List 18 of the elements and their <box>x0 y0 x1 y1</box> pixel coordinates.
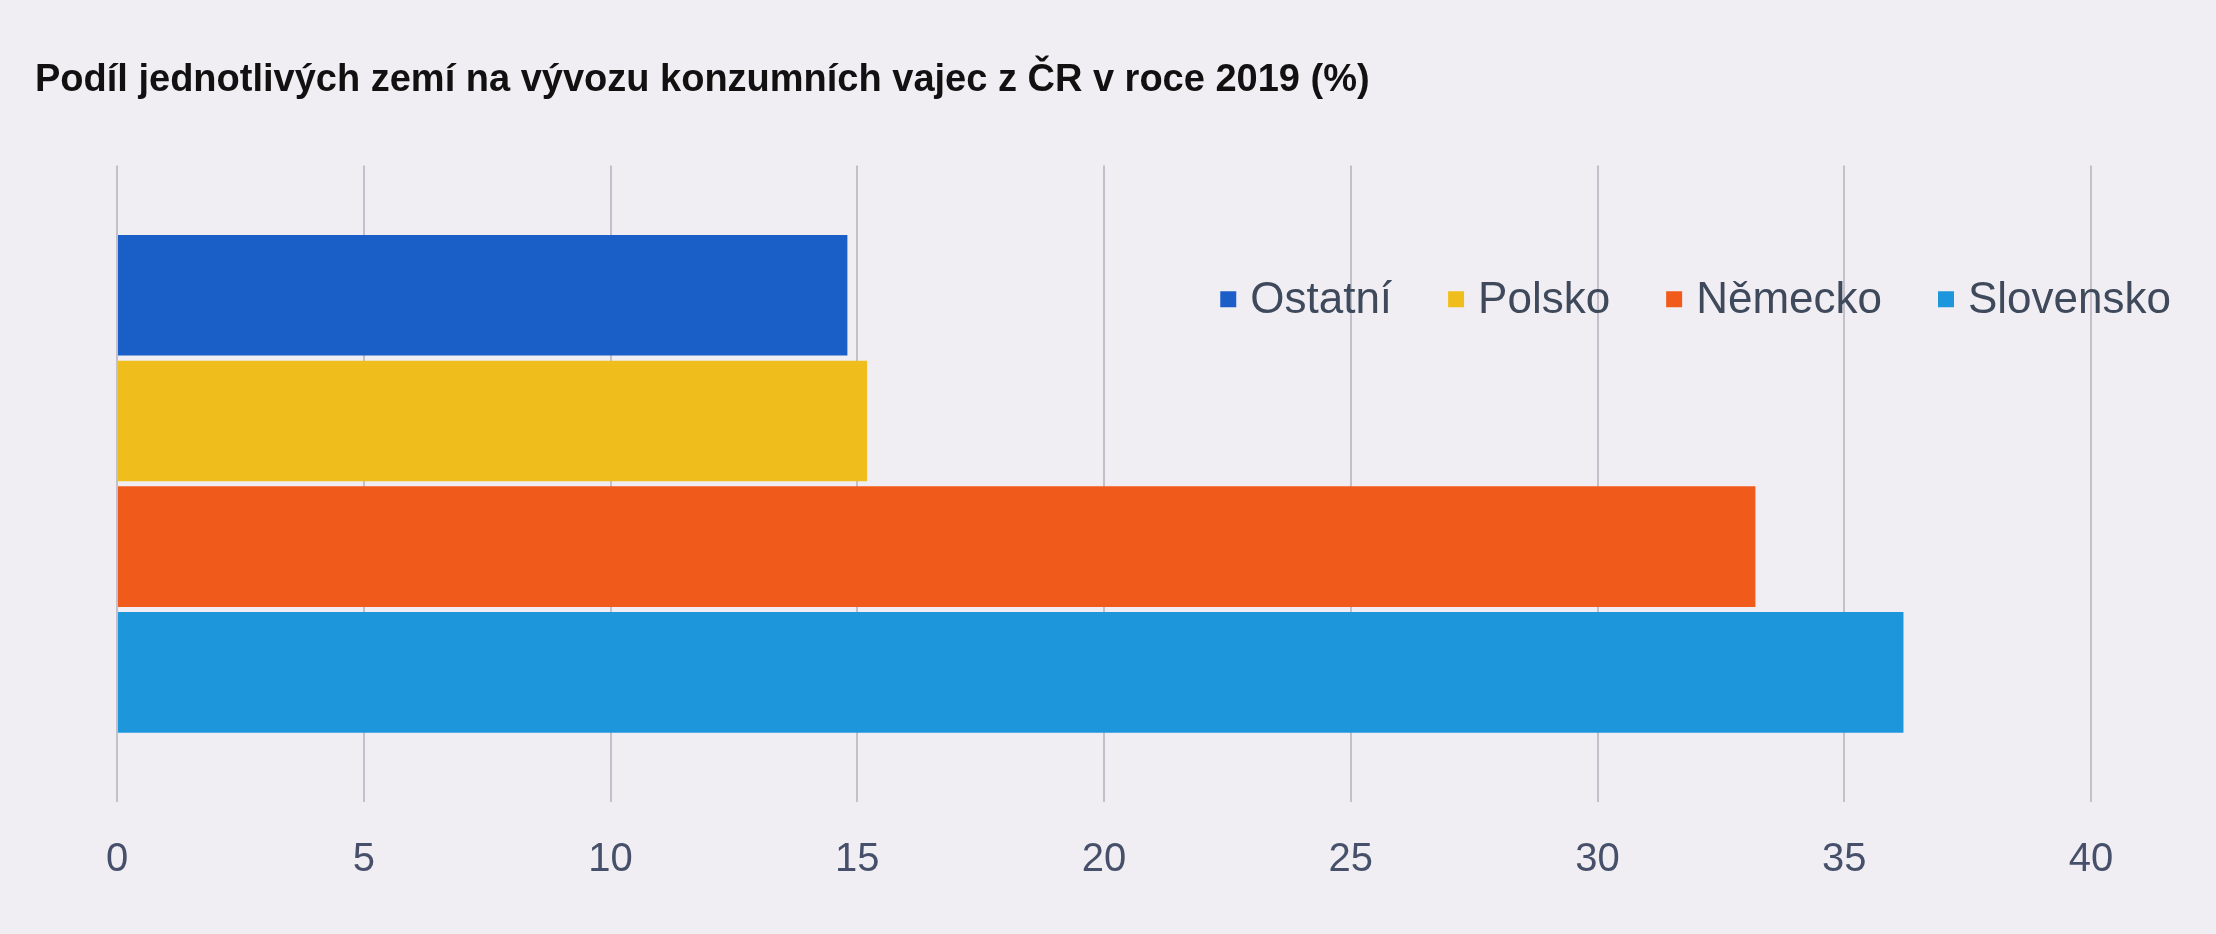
bar <box>118 234 848 356</box>
x-tick-label: 0 <box>105 835 129 880</box>
x-tick-label: 15 <box>835 835 880 880</box>
x-tick-label: 10 <box>588 835 633 880</box>
chart-title: Podíl jednotlivých zemí na vývozu konzumních vajec z ČR v roce 2019 (%) <box>35 55 1370 100</box>
bar <box>118 486 1756 607</box>
x-tick-label: 5 <box>352 835 375 880</box>
legend-label: Polsko <box>1478 273 1611 323</box>
x-tick-label: 35 <box>1822 835 1867 880</box>
x-tick-label: 40 <box>2068 835 2114 880</box>
x-tick-label: 20 <box>1081 835 1127 880</box>
legend-label: Německo <box>1696 273 1882 323</box>
x-tick-label: 25 <box>1328 835 1373 880</box>
x-tick-label: 30 <box>1575 835 1620 880</box>
legend-label: Slovensko <box>1967 273 2172 323</box>
legend-label: Ostatní <box>1250 273 1393 323</box>
bar <box>118 612 1904 733</box>
bar <box>118 360 868 482</box>
